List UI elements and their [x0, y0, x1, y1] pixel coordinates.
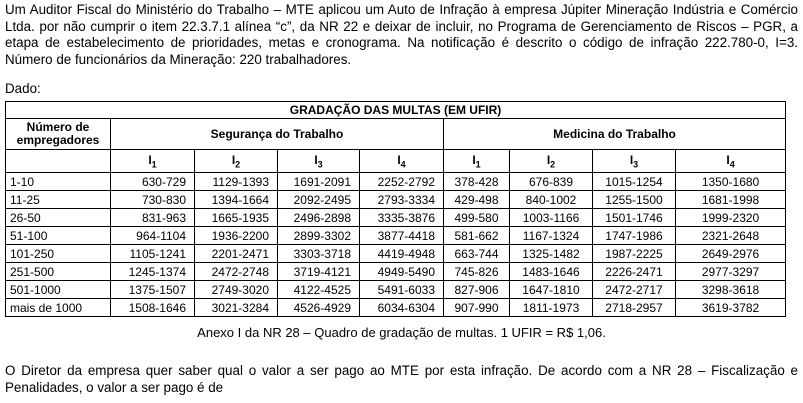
fine-range-cell: 3021-3284 — [194, 298, 278, 317]
fine-range-cell: 378-428 — [443, 172, 510, 191]
employees-cell: 101-250 — [5, 244, 111, 263]
fine-range-cell: 630-729 — [110, 172, 195, 191]
table-row: mais de 1000 1508-1646 3021-3284 4526-4929 6… — [5, 298, 787, 317]
employees-cell: 26-50 — [5, 208, 111, 227]
group-medicine-header: Medicina do Trabalho — [442, 118, 787, 150]
fine-range-cell: 2749-3020 — [194, 280, 278, 299]
level-header: I2 — [509, 149, 593, 173]
fine-range-cell: 429-498 — [443, 190, 510, 209]
level-header: I2 — [194, 149, 278, 173]
fine-range-cell: 2899-3302 — [277, 226, 360, 245]
employees-cell: 11-25 — [5, 190, 111, 209]
fine-range-cell: 6034-6304 — [359, 298, 444, 317]
fine-range-cell: 4122-4525 — [277, 280, 360, 299]
fine-range-cell: 1936-2200 — [194, 226, 278, 245]
fine-range-cell: 3719-4121 — [277, 262, 360, 281]
fine-range-cell: 3298-3618 — [674, 280, 787, 299]
given-label: Dado: — [5, 81, 41, 96]
fines-table: GRADAÇÃO DAS MULTAS (EM UFIR) Número de … — [4, 101, 787, 317]
fine-range-cell: 1167-1324 — [509, 226, 593, 245]
fine-range-cell: 730-830 — [110, 190, 195, 209]
employees-cell: mais de 1000 — [5, 298, 111, 317]
fine-range-cell: 1508-1646 — [110, 298, 195, 317]
fine-range-cell: 2472-2748 — [194, 262, 278, 281]
fine-range-cell: 1999-2320 — [674, 208, 787, 227]
fine-range-cell: 1129-1393 — [194, 172, 278, 191]
fine-range-cell: 3303-3718 — [277, 244, 360, 263]
fine-range-cell: 827-906 — [443, 280, 510, 299]
fine-range-cell: 1375-1507 — [110, 280, 195, 299]
fine-range-cell: 4526-4929 — [277, 298, 360, 317]
fine-range-cell: 1483-1646 — [509, 262, 593, 281]
fine-range-cell: 2496-2898 — [277, 208, 360, 227]
fine-range-cell: 2977-3297 — [674, 262, 787, 281]
fine-range-cell: 1691-2091 — [277, 172, 360, 191]
fine-range-cell: 2252-2792 — [359, 172, 444, 191]
fine-range-cell: 2201-2471 — [194, 244, 278, 263]
level-header: I4 — [674, 149, 787, 173]
fine-range-cell: 676-839 — [509, 172, 593, 191]
fine-range-cell: 3877-4418 — [359, 226, 444, 245]
fine-range-cell: 1647-1810 — [509, 280, 593, 299]
fine-range-cell: 907-990 — [443, 298, 510, 317]
fine-range-cell: 2092-2495 — [277, 190, 360, 209]
fine-range-cell: 1105-1241 — [110, 244, 195, 263]
fine-range-cell: 2718-2957 — [592, 298, 676, 317]
level-header: I3 — [592, 149, 676, 173]
fine-range-cell: 1681-1998 — [674, 190, 787, 209]
table-row: 251-500 1245-1374 2472-2748 3719-4121 4949-5… — [5, 262, 787, 281]
fine-range-cell: 3335-3876 — [359, 208, 444, 227]
fine-range-cell: 663-744 — [443, 244, 510, 263]
fine-range-cell: 2321-2648 — [674, 226, 787, 245]
fine-range-cell: 4949-5490 — [359, 262, 444, 281]
table-row: 501-1000 1375-1507 2749-3020 4122-4525 5491-… — [5, 280, 787, 299]
fine-range-cell: 1325-1482 — [509, 244, 593, 263]
level-header: I3 — [277, 149, 360, 173]
problem-statement: Um Auditor Fiscal do Ministério do Traba… — [5, 2, 798, 67]
fine-range-cell: 745-826 — [443, 262, 510, 281]
fine-range-cell: 1987-2225 — [592, 244, 676, 263]
table-row: 101-250 1105-1241 2201-2471 3303-3718 4419-4… — [5, 244, 787, 263]
fine-range-cell: 840-1002 — [509, 190, 593, 209]
fine-range-cell: 1811-1973 — [509, 298, 593, 317]
fine-range-cell: 1245-1374 — [110, 262, 195, 281]
group-safety-header: Segurança do Trabalho — [110, 118, 444, 150]
table-caption: Anexo I da NR 28 – Quadro de gradação de… — [197, 325, 606, 340]
fine-range-cell: 1350-1680 — [674, 172, 787, 191]
employees-cell: 51-100 — [5, 226, 111, 245]
fine-range-cell: 499-580 — [443, 208, 510, 227]
fine-range-cell: 581-662 — [443, 226, 510, 245]
fine-range-cell: 3619-3782 — [674, 298, 787, 317]
fine-range-cell: 5491-6033 — [359, 280, 444, 299]
employees-cell: 251-500 — [5, 262, 111, 281]
fine-range-cell: 1015-1254 — [592, 172, 676, 191]
fine-range-cell: 2649-2976 — [674, 244, 787, 263]
level-header: I4 — [359, 149, 444, 173]
table-title: GRADAÇÃO DAS MULTAS (EM UFIR) — [4, 101, 787, 119]
fine-range-cell: 2793-3334 — [359, 190, 444, 209]
fine-range-cell: 964-1104 — [110, 226, 195, 245]
level-header: I1 — [110, 149, 195, 173]
col-employees-header: Número de empregadores — [5, 118, 111, 150]
table-row: 11-25 730-830 1394-1664 2092-2495 2793-3334 4… — [5, 190, 787, 209]
fine-range-cell: 4419-4948 — [359, 244, 444, 263]
fine-range-cell: 831-963 — [110, 208, 195, 227]
table-row: 1-10 630-729 1129-1393 1691-2091 2252-2792 37… — [5, 172, 787, 191]
fine-range-cell: 1255-1500 — [592, 190, 676, 209]
fine-range-cell: 1665-1935 — [194, 208, 278, 227]
fine-range-cell: 2226-2471 — [592, 262, 676, 281]
fine-range-cell: 1003-1166 — [509, 208, 593, 227]
level-header: I1 — [443, 149, 510, 173]
table-row: 26-50 831-963 1665-1935 2496-2898 3335-3876 4… — [5, 208, 787, 227]
employees-cell: 501-1000 — [5, 280, 111, 299]
fine-range-cell: 2472-2717 — [592, 280, 676, 299]
fine-range-cell: 1501-1746 — [592, 208, 676, 227]
table-row: 51-100 964-1104 1936-2200 2899-3302 3877-441… — [5, 226, 787, 245]
fine-range-cell: 1394-1664 — [194, 190, 278, 209]
question-text: O Diretor da empresa quer saber qual o v… — [5, 363, 798, 395]
fine-range-cell: 1747-1986 — [592, 226, 676, 245]
employees-cell: 1-10 — [5, 172, 111, 191]
